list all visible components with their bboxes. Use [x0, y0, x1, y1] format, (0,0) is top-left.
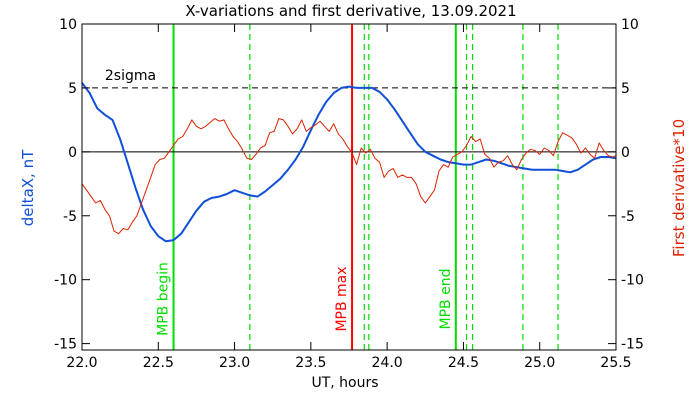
ticks-layer: 22.0 22.5 23.0 23.5 24.0 24.5 25.0 25.5 10 10 5 5 0 0…: [54, 17, 644, 371]
x-tick-label-6: 25.0: [524, 355, 555, 371]
y-tick-label-left-5: -15: [54, 337, 77, 353]
series-line-0: [81, 82, 617, 243]
y-tick-label-right-2: 0: [621, 145, 630, 161]
event-line-label-0: MPB begin: [156, 262, 172, 336]
y-tick-label-right-3: -5: [621, 209, 635, 225]
x-tick-label-0: 22.0: [66, 355, 97, 371]
y-tick-label-right-5: -15: [621, 337, 644, 353]
x-tick-label-1: 22.5: [143, 355, 174, 371]
y-tick-label-left-0: 10: [59, 17, 77, 33]
x-axis-label: UT, hours: [311, 375, 378, 391]
series-layer: [81, 82, 617, 243]
y-tick-label-left-4: -10: [54, 273, 77, 289]
y-axis-label-left: deltaX, nT: [19, 149, 37, 226]
labels-layer: X-variations and first derivative, 13.09…: [19, 2, 688, 391]
chart-title: X-variations and first derivative, 13.09…: [185, 2, 516, 20]
x-tick-label-4: 24.0: [372, 355, 403, 371]
event-lines-layer: MPB begin MPB max MPB end: [156, 24, 559, 350]
event-line-label-2: MPB max: [334, 266, 350, 331]
y-tick-label-left-3: -5: [63, 209, 77, 225]
y-tick-label-right-1: 5: [621, 81, 630, 97]
plot-frame: [81, 23, 617, 351]
x-tick-label-2: 23.0: [219, 355, 250, 371]
reference-line-label-1: 2sigma: [105, 68, 156, 84]
x-tick-label-5: 24.5: [448, 355, 479, 371]
y-tick-label-right-0: 10: [621, 17, 639, 33]
y-axis-label-right: First derivative*10: [670, 119, 688, 257]
x-tick-label-7: 25.5: [600, 355, 631, 371]
x-tick-label-3: 23.5: [295, 355, 326, 371]
reference-lines-layer: 2sigma: [82, 68, 616, 153]
event-line-label-5: MPB end: [438, 269, 454, 330]
y-tick-label-left-2: 0: [68, 145, 77, 161]
series-line-1: [81, 118, 617, 235]
y-tick-label-left-1: 5: [68, 81, 77, 97]
y-tick-label-right-4: -10: [621, 273, 644, 289]
